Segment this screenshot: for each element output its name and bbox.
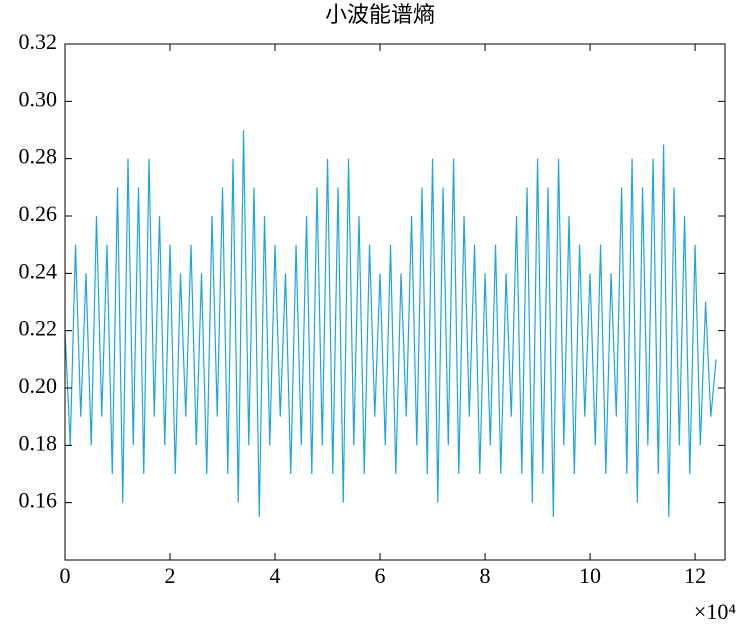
y-tick-label: 0.18 (19, 430, 58, 455)
y-tick-label: 0.32 (19, 29, 58, 54)
y-tick-label: 0.16 (19, 488, 58, 513)
x-tick-label: 8 (480, 563, 491, 588)
x-tick-label: 0 (60, 563, 71, 588)
y-tick-label: 0.26 (19, 201, 58, 226)
y-tick-label: 0.28 (19, 144, 58, 169)
x-tick-label: 2 (165, 563, 176, 588)
plot-frame (64, 43, 726, 561)
data-line (64, 129, 717, 518)
x-tick-label: 12 (684, 563, 706, 588)
x-tick-label: 10 (579, 563, 601, 588)
y-tick-label: 0.24 (19, 258, 58, 283)
y-tick-label: 0.22 (19, 316, 58, 341)
y-tick-label: 0.30 (19, 86, 58, 111)
x-tick-label: 6 (375, 563, 386, 588)
chart-title: 小波能谱熵 (325, 2, 435, 27)
y-tick-label: 0.20 (19, 373, 58, 398)
x-tick-label: 4 (270, 563, 281, 588)
x-scale-label: ×10⁴ (694, 599, 736, 624)
